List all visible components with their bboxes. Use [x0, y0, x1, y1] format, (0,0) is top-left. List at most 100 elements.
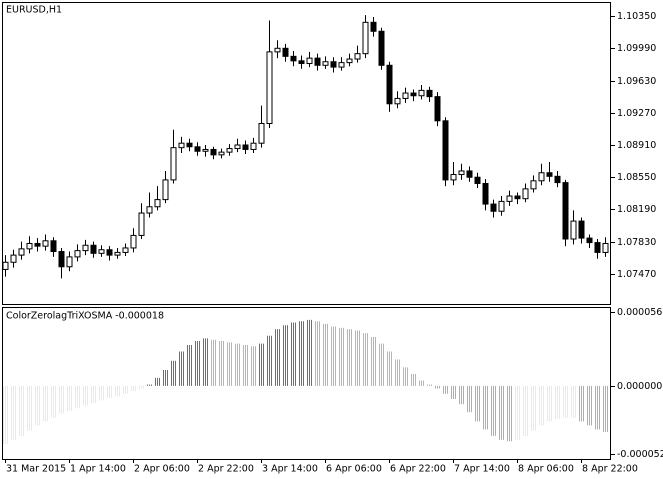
candle-body [354, 53, 361, 60]
candle-body [202, 148, 209, 152]
candle-body [314, 57, 321, 66]
candle-body [546, 172, 553, 177]
candle-body [146, 206, 153, 214]
y-tick-label: 1.07470 [617, 269, 656, 280]
candle-body [90, 244, 97, 254]
candle-body [34, 242, 41, 247]
x-tick-label: 7 Apr 14:00 [454, 464, 510, 475]
candle-body [234, 144, 241, 150]
candle-body [210, 148, 217, 156]
y-tick-label: 1.07830 [617, 237, 656, 248]
candle-body [418, 89, 425, 97]
candle-body [586, 237, 593, 244]
candle-body [410, 92, 417, 97]
candle-body [154, 199, 161, 208]
candle-body [482, 182, 489, 205]
candle-body [226, 148, 233, 153]
y-tick-label: -0.000052 [617, 449, 663, 460]
candle-body [458, 170, 465, 176]
candle-body [322, 61, 329, 66]
x-tick-label: 2 Apr 22:00 [198, 464, 254, 475]
x-tick-label: 31 Mar 2015 [6, 464, 66, 475]
candle-body [10, 254, 17, 263]
candle-body [522, 188, 529, 200]
y-tick-label: 1.08190 [617, 204, 656, 215]
candle-body [290, 55, 297, 62]
candle-body [570, 220, 577, 240]
candle-body [562, 182, 569, 240]
candle-body [394, 97, 401, 105]
candle-body [162, 179, 169, 201]
candle-body [306, 57, 313, 65]
x-tick-label: 2 Apr 06:00 [134, 464, 190, 475]
candle-body [602, 242, 609, 253]
candle-body [66, 256, 73, 268]
candle-body [138, 212, 145, 236]
x-tick-label: 1 Apr 14:00 [70, 464, 126, 475]
y-tick-label: 0.000056 [617, 307, 662, 318]
candle-body [498, 200, 505, 212]
candle-body [274, 47, 281, 53]
candle-body [242, 144, 249, 150]
candle-body [434, 96, 441, 122]
x-tick-label: 8 Apr 06:00 [518, 464, 574, 475]
y-tick-label: 1.09270 [617, 108, 656, 119]
candle-body [402, 92, 409, 99]
y-tick-label: 1.09630 [617, 76, 656, 87]
candle-body [106, 249, 113, 256]
candle-body [490, 203, 497, 212]
candle-body [298, 60, 305, 65]
candle-body [282, 47, 289, 57]
candle-body [370, 21, 377, 32]
candle-body [178, 142, 185, 149]
candle-body [266, 51, 273, 124]
candle-body [530, 180, 537, 190]
price-frame [2, 2, 611, 305]
candle-body [514, 195, 521, 200]
candle-body [250, 142, 257, 150]
y-tick-label: 0.000000 [617, 381, 662, 392]
candle-body [594, 242, 601, 253]
candle-body [194, 146, 201, 152]
candle-body [26, 242, 33, 250]
candle-body [362, 21, 369, 55]
candle-body [170, 147, 177, 181]
candle-body [338, 62, 345, 68]
candle-body [122, 247, 129, 253]
candle-body [474, 176, 481, 184]
candle-body [82, 244, 89, 252]
candle-body [50, 240, 57, 253]
candle-body [42, 240, 49, 247]
candle-body [506, 195, 513, 202]
candle-body [578, 220, 585, 239]
candle-body [98, 249, 105, 254]
candle-body [18, 248, 25, 256]
candle-body [442, 120, 449, 181]
y-tick-label: 1.10350 [617, 11, 656, 22]
x-tick-label: 8 Apr 22:00 [582, 464, 638, 475]
candle-body [74, 250, 81, 258]
candle-body [218, 151, 225, 156]
candle-body [186, 142, 193, 148]
symbol-title: EURUSD,H1 [6, 5, 62, 16]
y-tick-label: 1.08910 [617, 140, 656, 151]
candle-body [466, 170, 473, 178]
candle-body [346, 58, 353, 64]
candle-body [386, 64, 393, 105]
candle-body [538, 172, 545, 182]
candle-body [330, 61, 337, 68]
candle-body [554, 175, 561, 184]
candle-body [2, 261, 9, 270]
y-tick-label: 1.08550 [617, 172, 656, 183]
indicator-title: ColorZerolagTriXOSMA -0.000018 [6, 311, 164, 322]
candle-body [114, 251, 121, 256]
x-tick-label: 6 Apr 22:00 [390, 464, 446, 475]
candle-body [258, 122, 265, 144]
x-tick-label: 6 Apr 06:00 [326, 464, 382, 475]
candle-body [58, 251, 65, 268]
candle-body [378, 30, 385, 66]
candle-body [450, 174, 457, 181]
candle-body [130, 234, 137, 249]
candle-body [426, 89, 433, 98]
